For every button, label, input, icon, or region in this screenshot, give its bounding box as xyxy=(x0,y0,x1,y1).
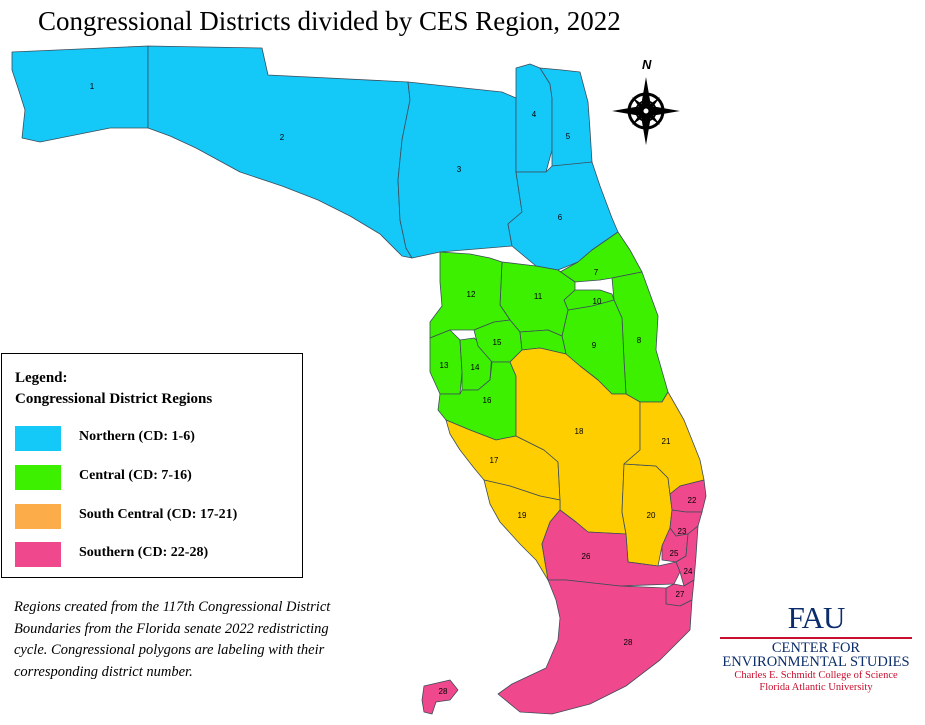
district-labels: 1 2 3 4 5 6 7 8 9 10 11 12 13 14 15 16 1… xyxy=(90,82,697,696)
district-1 xyxy=(11,45,149,143)
district-label: 18 xyxy=(575,427,584,436)
compass-north-label: N xyxy=(642,57,652,72)
legend-heading: Legend: xyxy=(15,370,68,386)
district-label: 13 xyxy=(440,361,449,370)
south-central-region xyxy=(445,347,705,581)
fau-center-line1: CENTER FOR xyxy=(771,640,861,656)
legend-item-south-central: South Central (CD: 17-21) xyxy=(15,504,300,529)
district-label: 11 xyxy=(534,292,543,301)
district-label: 12 xyxy=(467,290,476,299)
district-label: 10 xyxy=(593,297,602,306)
fau-center-line2: ENVIRONMENTAL STUDIES xyxy=(722,654,910,670)
district-label: 3 xyxy=(457,165,462,174)
district-label: 8 xyxy=(637,336,642,345)
legend-item-southern: Southern (CD: 22-28) xyxy=(15,542,300,567)
district-label: 25 xyxy=(670,549,679,558)
district-label: 23 xyxy=(678,527,687,536)
legend-box: Legend: Congressional District Regions N… xyxy=(1,353,303,578)
district-13 xyxy=(429,329,463,395)
compass-icon xyxy=(612,77,680,145)
fau-logo: FAU CENTER FOR ENVIRONMENTAL STUDIES Cha… xyxy=(718,600,914,694)
district-28 xyxy=(497,579,693,715)
fau-college: Charles E. Schmidt College of Science xyxy=(734,670,898,681)
legend-label: Northern (CD: 1-6) xyxy=(79,429,195,444)
legend-swatch xyxy=(15,504,61,529)
district-label: 1 xyxy=(90,82,95,91)
map-note: Regions created from the 117th Congressi… xyxy=(14,599,331,680)
fau-university: Florida Atlantic University xyxy=(759,682,873,693)
district-label: 15 xyxy=(493,338,502,347)
district-label: 2 xyxy=(280,133,285,142)
district-label: 5 xyxy=(566,132,571,141)
southern-region xyxy=(421,479,707,715)
fau-wordmark: FAU xyxy=(787,600,846,635)
legend-label: Central (CD: 7-16) xyxy=(79,468,192,483)
legend-item-central: Central (CD: 7-16) xyxy=(15,465,300,490)
district-label: 28 xyxy=(624,638,633,647)
district-2 xyxy=(147,45,413,259)
district-label: 6 xyxy=(558,213,563,222)
legend-item-northern: Northern (CD: 1-6) xyxy=(15,426,300,451)
district-label: 24 xyxy=(684,567,693,576)
district-label: 26 xyxy=(582,552,591,561)
district-label: 27 xyxy=(676,590,685,599)
fau-divider xyxy=(720,637,912,639)
legend-swatch xyxy=(15,426,61,451)
map-title: Congressional Districts divided by CES R… xyxy=(38,6,621,36)
district-label: 14 xyxy=(471,363,480,372)
district-label: 7 xyxy=(594,268,599,277)
legend-subheading: Congressional District Regions xyxy=(15,391,213,407)
legend-label: Southern (CD: 22-28) xyxy=(79,545,209,560)
district-label: 16 xyxy=(483,396,492,405)
district-label: 21 xyxy=(662,437,671,446)
district-label: 9 xyxy=(592,341,597,350)
district-28-keys xyxy=(421,679,459,715)
district-label: 20 xyxy=(647,511,656,520)
legend-swatch xyxy=(15,465,61,490)
district-label: 22 xyxy=(688,496,697,505)
district-26 xyxy=(541,509,681,587)
district-label: 19 xyxy=(518,511,527,520)
district-label: 17 xyxy=(490,456,499,465)
legend-label: South Central (CD: 17-21) xyxy=(79,507,238,522)
district-label: 4 xyxy=(532,110,537,119)
district-label: 28 xyxy=(439,687,448,696)
northern-region xyxy=(11,45,619,271)
legend-swatch xyxy=(15,542,61,567)
